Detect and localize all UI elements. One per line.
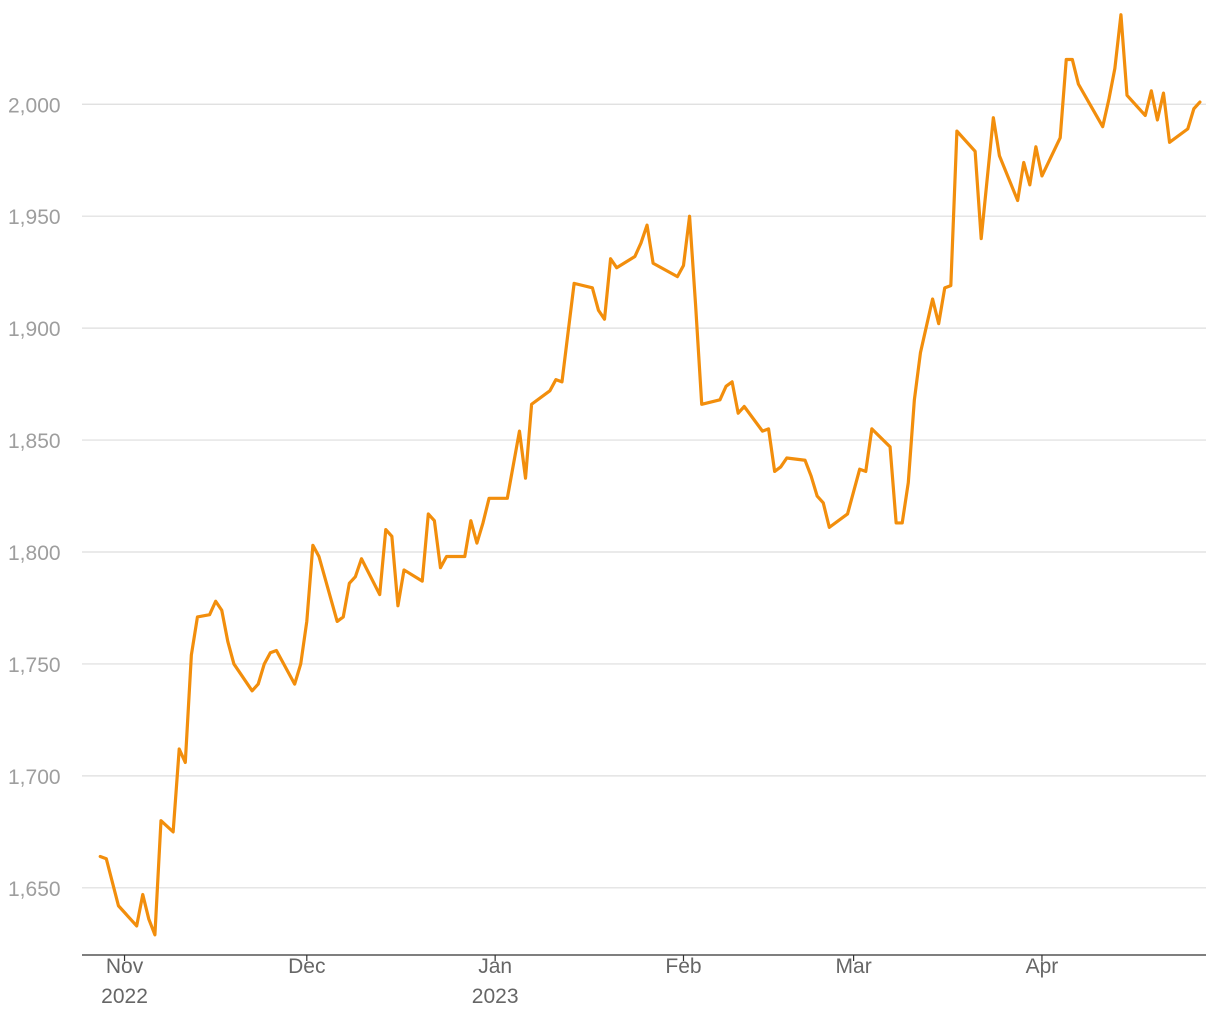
y-tick-label: 1,950 bbox=[8, 206, 61, 229]
x-axis: Nov 2022 Dec Jan 2023 Feb Mar Apr bbox=[82, 954, 1206, 1008]
y-tick-label: 1,750 bbox=[8, 654, 61, 677]
x-tick-sublabel: 2023 bbox=[472, 985, 519, 1008]
x-tick-label: Jan bbox=[478, 955, 512, 978]
series-line bbox=[98, 13, 1202, 937]
y-tick-label: 1,800 bbox=[8, 542, 61, 565]
y-axis-tick-labels: 1,650 1,700 1,750 1,800 1,850 1,900 1,950 2,000 bbox=[8, 94, 61, 901]
x-tick-label: Feb bbox=[665, 955, 701, 978]
x-tick-label: Apr bbox=[1026, 955, 1059, 978]
gridlines bbox=[82, 103, 1206, 889]
y-tick-label: 1,700 bbox=[8, 766, 61, 789]
y-tick-label: 1,650 bbox=[8, 878, 61, 901]
y-tick-label: 2,000 bbox=[8, 94, 61, 117]
x-tick-label: Mar bbox=[836, 955, 872, 978]
x-tick-sublabel: 2022 bbox=[101, 985, 148, 1008]
y-tick-label: 1,850 bbox=[8, 430, 61, 453]
y-tick-label: 1,900 bbox=[8, 318, 61, 341]
x-tick-label: Nov bbox=[106, 955, 144, 978]
x-tick-label: Dec bbox=[288, 955, 325, 978]
series-layer bbox=[98, 13, 1202, 937]
